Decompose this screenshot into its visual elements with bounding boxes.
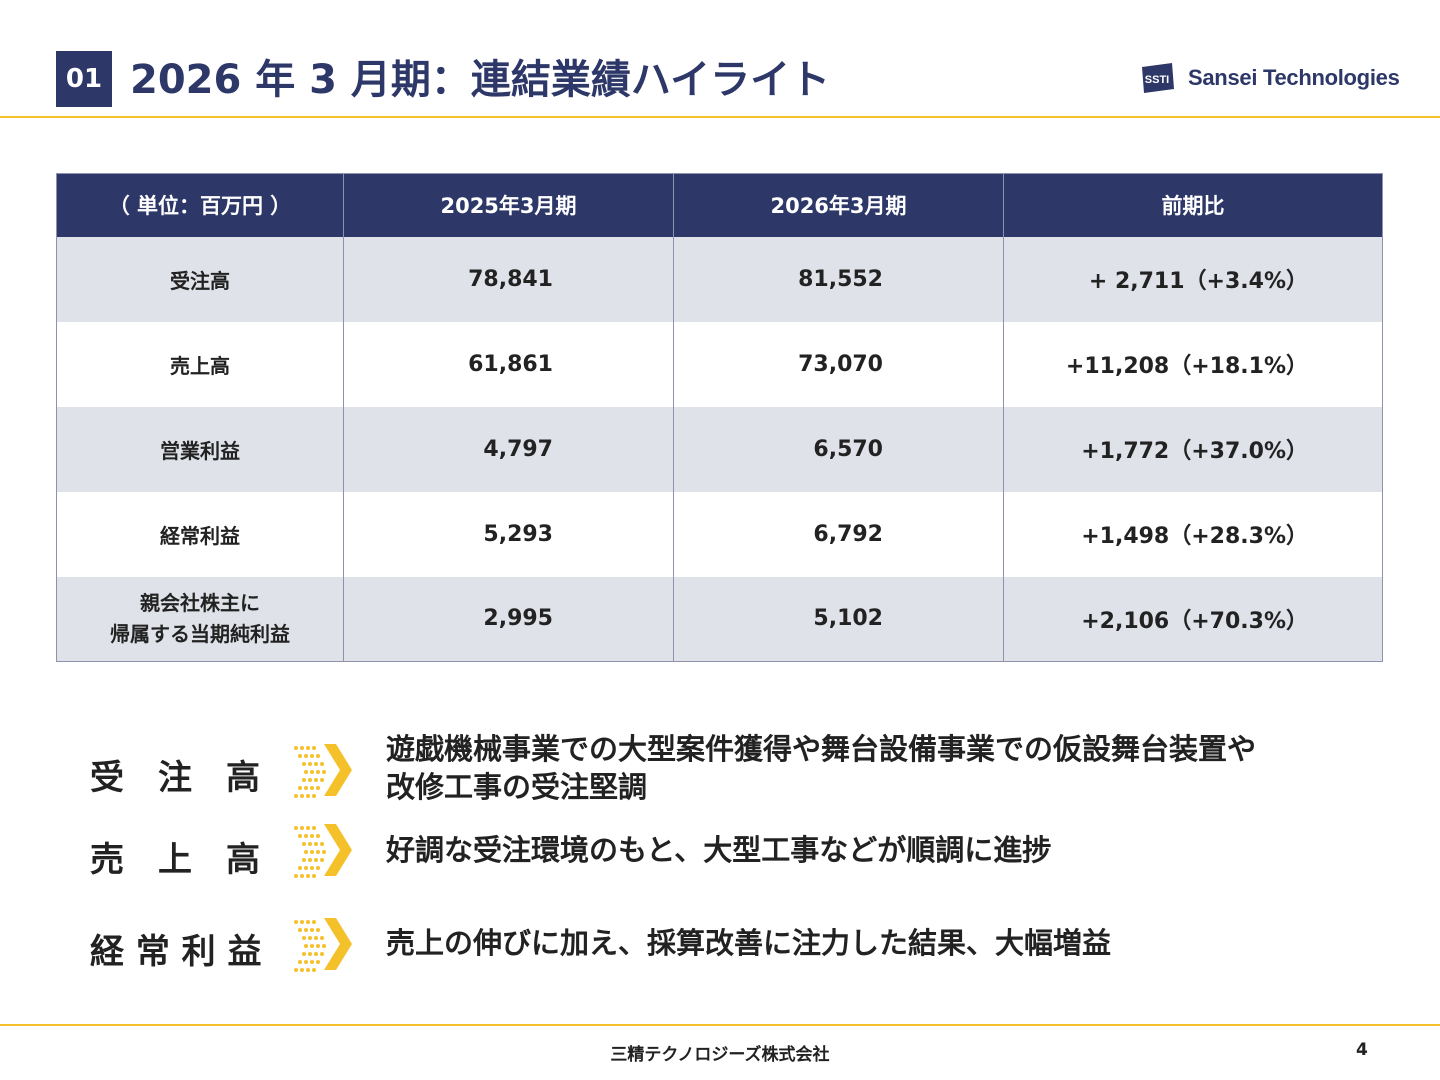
cell-fy2026: 6,570 (673, 406, 1004, 492)
cell-change: +2,106（+70.3%） (1003, 576, 1383, 662)
cell-fy2025: 78,841 (343, 236, 674, 322)
footer-divider (0, 1024, 1440, 1026)
table-row: 経常利益 5,293 6,792 +1,498（+28.3%） (57, 491, 1383, 577)
cell-fy2026: 73,070 (673, 321, 1004, 407)
cell-change: +1,772（+37.0%） (1003, 406, 1383, 492)
cell-fy2025: 2,995 (343, 576, 674, 662)
row-label-line2: 帰属する当期純利益 (110, 621, 290, 646)
header-fy2026: 2026年3月期 (673, 173, 1004, 237)
row-label-ordinary-profit: 経常利益 (160, 523, 240, 548)
header-unit: （ 単位：百万円 ） (56, 173, 344, 237)
header-fy2025: 2025年3月期 (343, 173, 674, 237)
table-row: 受注高 78,841 81,552 + 2,711（+3.4%） (56, 236, 1383, 322)
table-header-row: （ 単位：百万円 ） 2025年3月期 2026年3月期 前期比 (56, 173, 1383, 237)
table-row: 売上高 61,861 73,070 +11,208（+18.1%） (57, 321, 1383, 407)
logo-text: Sansei Technologies (1188, 65, 1400, 90)
chevron-arrow-icon (294, 824, 352, 878)
row-label-operating-profit: 営業利益 (56, 406, 344, 492)
cell-fy2026: 6,792 (673, 491, 1004, 577)
logo-mark-text: SSTI (1145, 74, 1169, 86)
highlight-text: 売上の伸びに加え、採算改善に注力した結果、大幅増益 (386, 926, 1112, 960)
header-yoy: 前期比 (1003, 173, 1383, 237)
highlight-text: 遊戯機械事業での大型案件獲得や舞台設備事業での仮設舞台装置や 改修工事の受注堅調 (386, 730, 1366, 806)
cell-fy2025: 61,861 (343, 321, 674, 407)
slide-header: 01 2026 年 3 月期：連結業績ハイライト SSTI Sansei Tec… (0, 0, 1440, 118)
highlight-label: 売 上 高 (90, 840, 260, 880)
cell-fy2026: 5,102 (673, 576, 1004, 662)
highlight-label: 受 注 高 (90, 758, 260, 798)
row-label-sales: 売上高 (170, 353, 230, 378)
cell-change: + 2,711（+3.4%） (1003, 236, 1383, 322)
page-number: 4 (1356, 1040, 1368, 1060)
financial-results-table: （ 単位：百万円 ） 2025年3月期 2026年3月期 前期比 受注高 78,… (56, 173, 1383, 662)
row-label-orders: 受注高 (56, 236, 344, 322)
section-number-badge: 01 (56, 51, 112, 107)
highlight-text-line2: 改修工事の受注堅調 (386, 770, 648, 804)
header-divider (0, 116, 1440, 118)
company-logo: SSTI Sansei Technologies (1138, 58, 1400, 98)
footer-company-name: 三精テクノロジーズ株式会社 (610, 1045, 830, 1065)
cell-fy2025: 5,293 (343, 491, 674, 577)
highlight-label: 経 常 利 益 (90, 932, 262, 972)
page-title: 2026 年 3 月期：連結業績ハイライト (130, 57, 831, 103)
cell-change: +1,498（+28.3%） (1003, 491, 1383, 577)
chevron-arrow-icon (294, 744, 352, 798)
logo-mark-icon: SSTI (1142, 63, 1174, 93)
cell-change: +11,208（+18.1%） (1003, 321, 1383, 407)
table-row: 営業利益 4,797 6,570 +1,772（+37.0%） (56, 406, 1383, 492)
chevron-arrow-icon (294, 918, 352, 972)
cell-fy2026: 81,552 (673, 236, 1004, 322)
highlight-text: 好調な受注環境のもと、大型工事などが順調に進捗 (386, 833, 1052, 867)
cell-fy2025: 4,797 (343, 406, 674, 492)
highlight-text-line1: 遊戯機械事業での大型案件獲得や舞台設備事業での仮設舞台装置や (386, 732, 1257, 766)
row-label-net-profit: 親会社株主に 帰属する当期純利益 (56, 576, 344, 662)
table-row: 親会社株主に 帰属する当期純利益 2,995 5,102 +2,106（+70.… (56, 576, 1383, 662)
row-label-line1: 親会社株主に (140, 590, 260, 615)
